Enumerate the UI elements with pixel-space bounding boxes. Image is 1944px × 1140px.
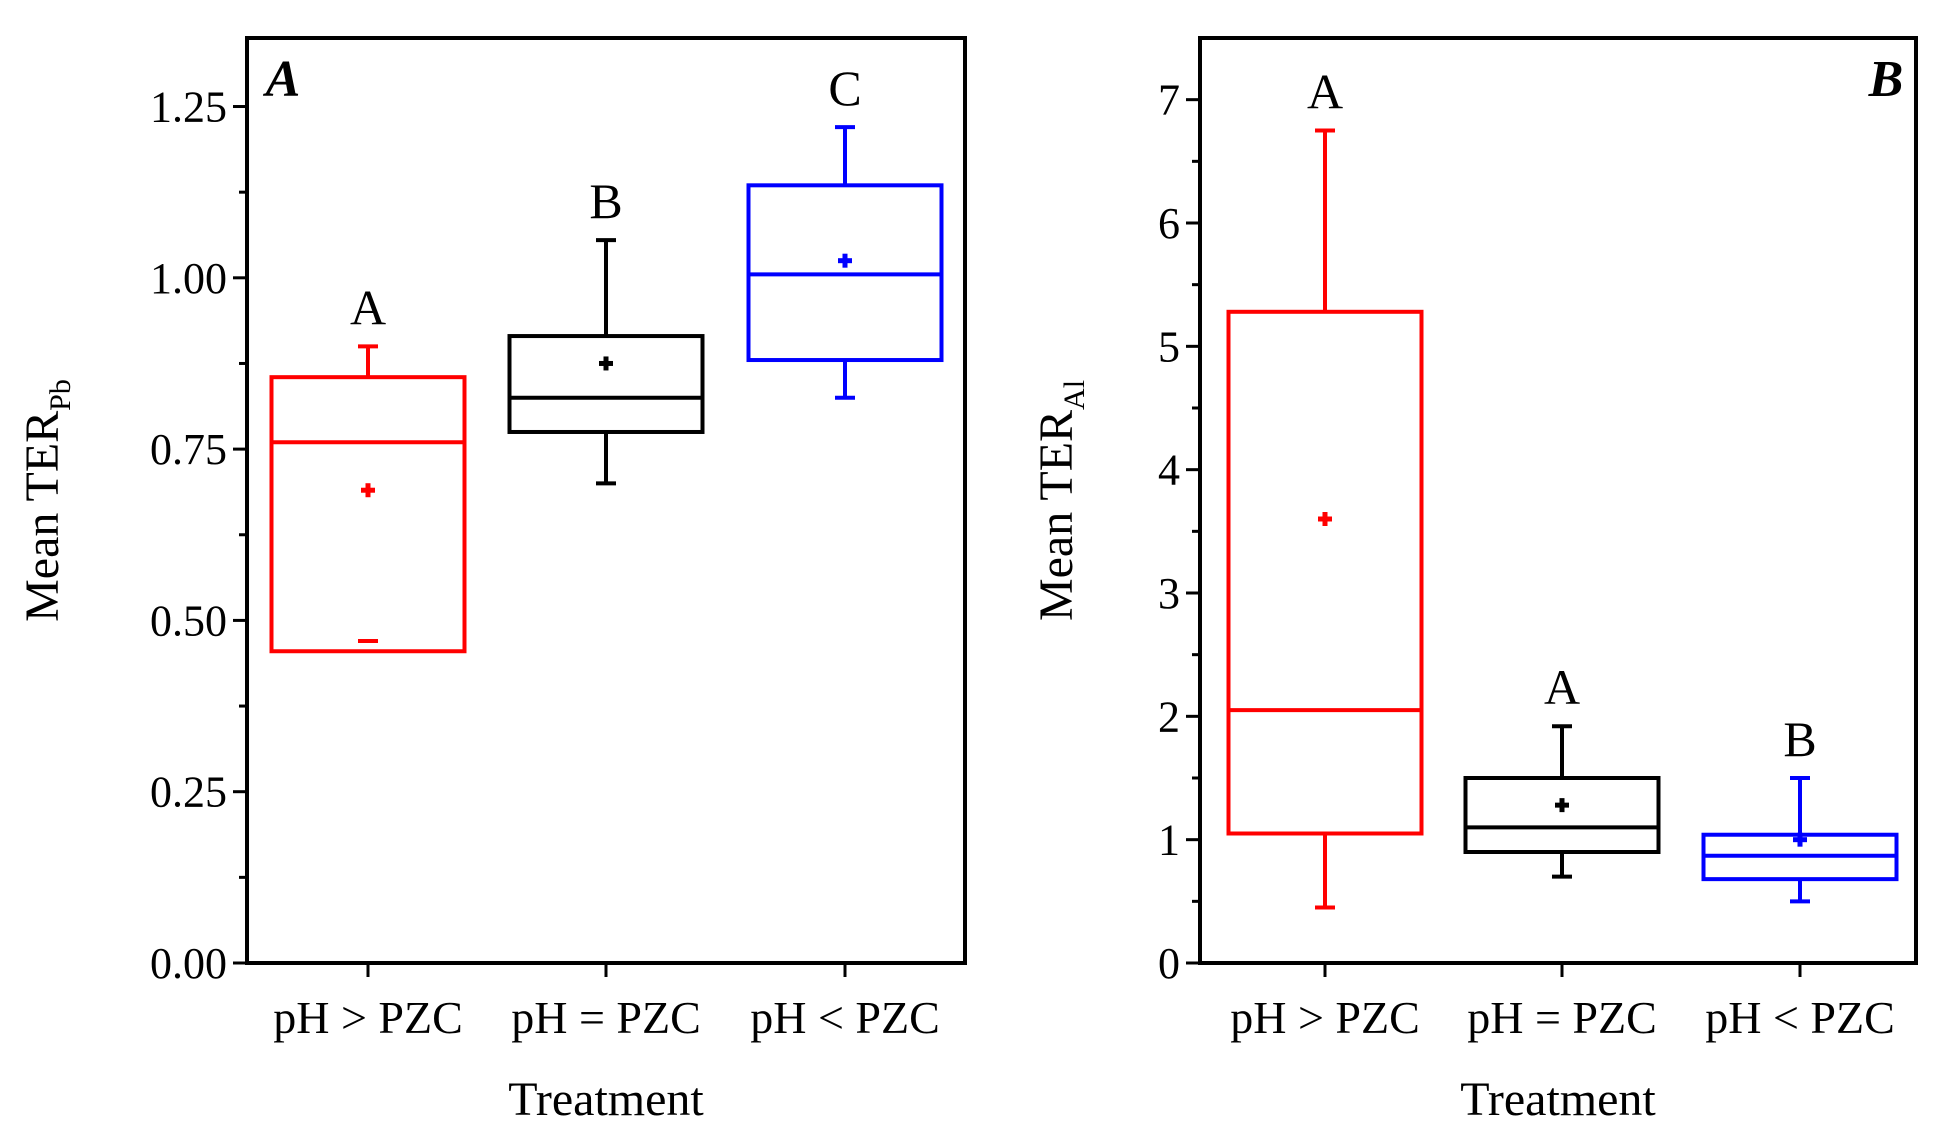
significance-letter: B [1783,711,1816,767]
significance-letter: C [828,60,861,116]
x-category-label: pH = PZC [1467,992,1657,1043]
x-category-label: pH < PZC [750,992,940,1043]
panel-letter: B [1868,51,1904,108]
y-tick-label: 0 [1158,939,1180,988]
y-tick-label: 6 [1158,199,1180,248]
iqr-box [507,334,705,434]
box-3: C [746,60,944,400]
y-tick-label: 1.00 [150,254,227,303]
y-axis-title-subscript: Al [1058,380,1091,410]
box-2: A [1463,659,1661,879]
y-axis-title: Mean TERPb [16,379,77,622]
y-tick-label: 0.00 [150,939,227,988]
panel-B: 0 1 2 3 4 5 6 7 pH > PZC pH = PZC pH < PZC Treatmen… [1030,36,1918,1126]
x-axis-title: Treatment [1460,1073,1656,1126]
plot-frame [1198,36,1918,965]
box-2: B [507,173,705,486]
y-tick-label: 4 [1158,446,1180,495]
y-axis-title-main: Mean TER [16,411,69,622]
significance-letter: A [350,279,386,335]
y-axis-title-main: Mean TER [1030,410,1083,621]
box-1: A [1226,64,1424,910]
y-tick-label: 7 [1158,76,1180,125]
x-axis-title: Treatment [508,1073,704,1126]
y-tick-label: 2 [1158,692,1180,741]
significance-letter: B [589,173,622,229]
panel-A: 0.00 0.25 0.50 0.75 1.00 1.25 pH > PZC pH = PZC… [16,36,967,1126]
y-tick-label: 1 [1158,816,1180,865]
x-category-label: pH > PZC [273,992,463,1043]
y-tick-label: 0.50 [150,596,227,645]
x-category-label: pH > PZC [1230,992,1420,1043]
significance-letter: A [1307,64,1343,120]
y-axis-title: Mean TERAl [1030,380,1091,621]
y-tick-label: 1.25 [150,83,227,132]
box-3: B [1701,711,1899,904]
x-category-label: pH < PZC [1705,992,1895,1043]
significance-letter: A [1544,659,1580,715]
y-tick-label: 0.25 [150,768,227,817]
box-1: A [269,279,467,654]
y-tick-label: 3 [1158,569,1180,618]
iqr-box [269,375,467,654]
y-axis-title-subscript: Pb [44,379,77,411]
x-category-label: pH = PZC [511,992,701,1043]
y-tick-label: 0.75 [150,425,227,474]
iqr-box [1226,309,1424,836]
panel-letter: A [263,51,301,108]
y-tick-label: 5 [1158,322,1180,371]
iqr-box [1463,776,1661,854]
